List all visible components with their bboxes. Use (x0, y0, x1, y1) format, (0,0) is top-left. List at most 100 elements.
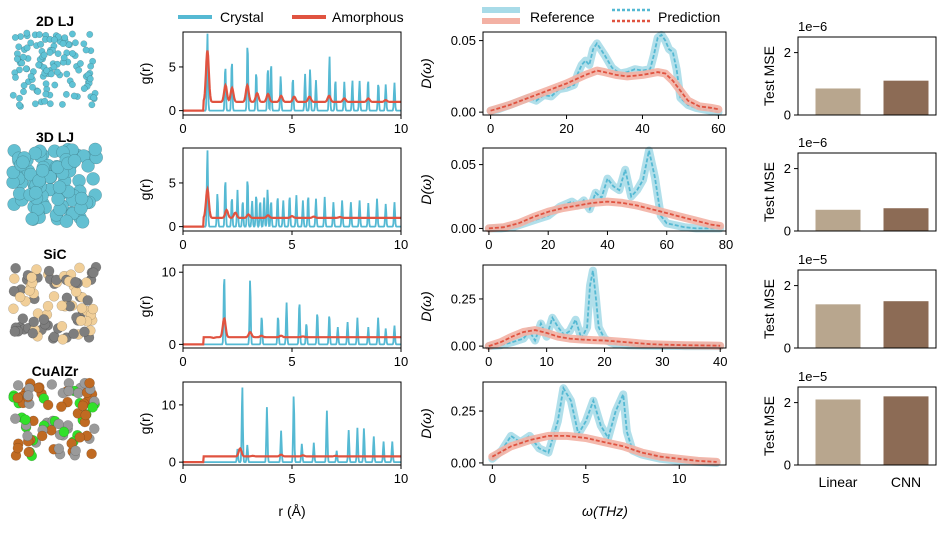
atom (9, 91, 17, 99)
atom (9, 326, 21, 337)
atom (75, 315, 87, 326)
atom (16, 94, 23, 102)
x-tick-label: 60 (659, 237, 673, 252)
mse-bar-linear (815, 209, 861, 231)
atom (50, 63, 58, 71)
dos-prediction-amorphous (488, 329, 721, 347)
atom (42, 80, 50, 88)
atom (74, 191, 89, 206)
atom (47, 70, 55, 78)
x-tick-label: 80 (719, 237, 733, 252)
mse-bar-linear (815, 88, 861, 115)
dos-panel: 0 10 20 30 40 0.00 0.25 D(ω) (418, 264, 727, 369)
x-tick-label: 0 (179, 121, 186, 136)
structure-illustration (6, 142, 104, 229)
atom (58, 426, 70, 438)
dos-reference-band (488, 384, 721, 467)
mse-ylabel: Test MSE (761, 162, 777, 222)
y-tick-label: 5 (169, 59, 176, 74)
atom (70, 276, 81, 288)
mse-bar-cnn (883, 208, 929, 231)
structure-illustration (8, 377, 100, 462)
atom (89, 423, 100, 434)
rdf-panel: 0 5 10 0 5 g(r) (137, 31, 408, 136)
atom (42, 399, 54, 411)
atom (70, 92, 78, 100)
atom (80, 85, 88, 93)
y-tick-label: 0.05 (451, 33, 476, 48)
x-tick-label: 40 (713, 354, 727, 369)
row-3d-lj: 3D LJ 0 5 10 0 5 g(r) 0 20 40 60 80 0.00 0.05 D(ω) 0 2 1e… (6, 129, 937, 252)
dos-ylabel: D(ω) (418, 408, 434, 438)
atom (81, 277, 92, 288)
legend-prediction-label: Prediction (658, 9, 720, 25)
y-tick-label: 0.25 (451, 404, 476, 419)
atom (35, 61, 43, 69)
mse-ylabel: Test MSE (761, 396, 777, 456)
atom (59, 214, 74, 229)
x-tick-label: 10 (394, 354, 408, 369)
dos-prediction-crystal (490, 33, 719, 113)
dos-ylabel: D(ω) (418, 291, 434, 321)
atom (70, 286, 82, 298)
x-tick-label: 30 (655, 354, 669, 369)
atom (46, 379, 58, 390)
mse-bar-cnn (883, 301, 929, 348)
dos-reference-band-amorphous (488, 431, 721, 466)
x-tick-label: 10 (394, 237, 408, 252)
y-tick-label: 0.00 (451, 455, 476, 470)
atom (20, 88, 27, 96)
mse-axes (797, 269, 937, 349)
atom (12, 73, 19, 81)
atom (86, 75, 94, 83)
dos-legend: Reference Prediction (482, 7, 720, 25)
rdf-amorphous-line (183, 185, 401, 228)
atom (31, 100, 39, 108)
x-tick-label: 0 (179, 471, 186, 486)
atom (53, 443, 65, 454)
atom (35, 163, 50, 178)
atom (26, 272, 37, 283)
atom (15, 66, 23, 74)
mse-axes (797, 386, 937, 466)
atom (51, 81, 59, 89)
y-tick-label: 10 (162, 397, 176, 412)
legend-reference-band-blue (482, 7, 520, 13)
y-tick-label: 0 (169, 103, 176, 118)
y-tick-label: 0 (784, 341, 791, 356)
atom (58, 100, 66, 108)
atom (57, 334, 69, 345)
rdf-crystal-line (183, 279, 401, 346)
atom (36, 430, 48, 442)
x-tick-label: 10 (672, 471, 686, 486)
y-tick-label: 0 (784, 224, 791, 239)
atom (87, 402, 98, 413)
x-tick-label: 40 (600, 237, 614, 252)
y-tick-label: 0 (169, 337, 176, 352)
atom (68, 328, 79, 340)
atom (70, 445, 81, 456)
atom (20, 414, 31, 425)
atom (28, 316, 39, 328)
x-tick-label: 40 (635, 121, 649, 136)
rdf-amorphous-line (183, 316, 401, 346)
x-tick-label: 0 (489, 471, 496, 486)
atom (22, 65, 30, 73)
atom (17, 313, 29, 324)
mse-panel: 0 2 1e−5 Test MSE Linear CNN (761, 369, 937, 490)
y-tick-label: 0.25 (451, 291, 476, 306)
atom (40, 51, 48, 59)
atom (71, 39, 79, 47)
atom (9, 273, 20, 284)
y-tick-label: 2 (784, 45, 791, 60)
atom (19, 53, 27, 61)
atom (61, 34, 69, 42)
atom (68, 81, 76, 89)
mse-axes (797, 152, 937, 232)
atom (10, 262, 21, 274)
atom (43, 265, 55, 277)
dos-axes (482, 147, 727, 232)
structure-illustration (9, 29, 99, 110)
atom (54, 50, 62, 58)
x-tick-label: 60 (711, 121, 725, 136)
